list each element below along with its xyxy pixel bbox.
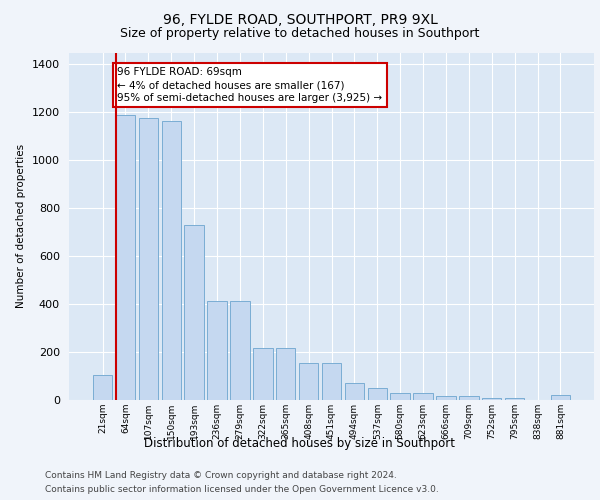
Text: 96 FYLDE ROAD: 69sqm
← 4% of detached houses are smaller (167)
95% of semi-detac: 96 FYLDE ROAD: 69sqm ← 4% of detached ho… [118, 67, 383, 104]
Text: 96, FYLDE ROAD, SOUTHPORT, PR9 9XL: 96, FYLDE ROAD, SOUTHPORT, PR9 9XL [163, 12, 437, 26]
Bar [116, 115, 135, 400]
Bar [93, 375, 112, 400]
Bar [276, 348, 295, 400]
Bar [459, 396, 479, 400]
Bar [436, 396, 455, 400]
Bar [344, 383, 364, 400]
Bar [551, 395, 570, 400]
Bar [208, 300, 227, 400]
Bar [413, 393, 433, 400]
Text: Contains public sector information licensed under the Open Government Licence v3: Contains public sector information licen… [45, 485, 439, 494]
Bar [299, 363, 319, 400]
Text: Contains HM Land Registry data © Crown copyright and database right 2024.: Contains HM Land Registry data © Crown c… [45, 471, 397, 480]
Y-axis label: Number of detached properties: Number of detached properties [16, 144, 26, 308]
Bar [482, 398, 502, 400]
Text: Size of property relative to detached houses in Southport: Size of property relative to detached ho… [121, 28, 479, 40]
Bar [253, 348, 272, 400]
Text: Distribution of detached houses by size in Southport: Distribution of detached houses by size … [145, 438, 455, 450]
Bar [391, 393, 410, 400]
Bar [161, 121, 181, 400]
Bar [368, 388, 387, 400]
Bar [139, 118, 158, 400]
Bar [184, 225, 204, 400]
Bar [230, 300, 250, 400]
Bar [505, 398, 524, 400]
Bar [322, 363, 341, 400]
